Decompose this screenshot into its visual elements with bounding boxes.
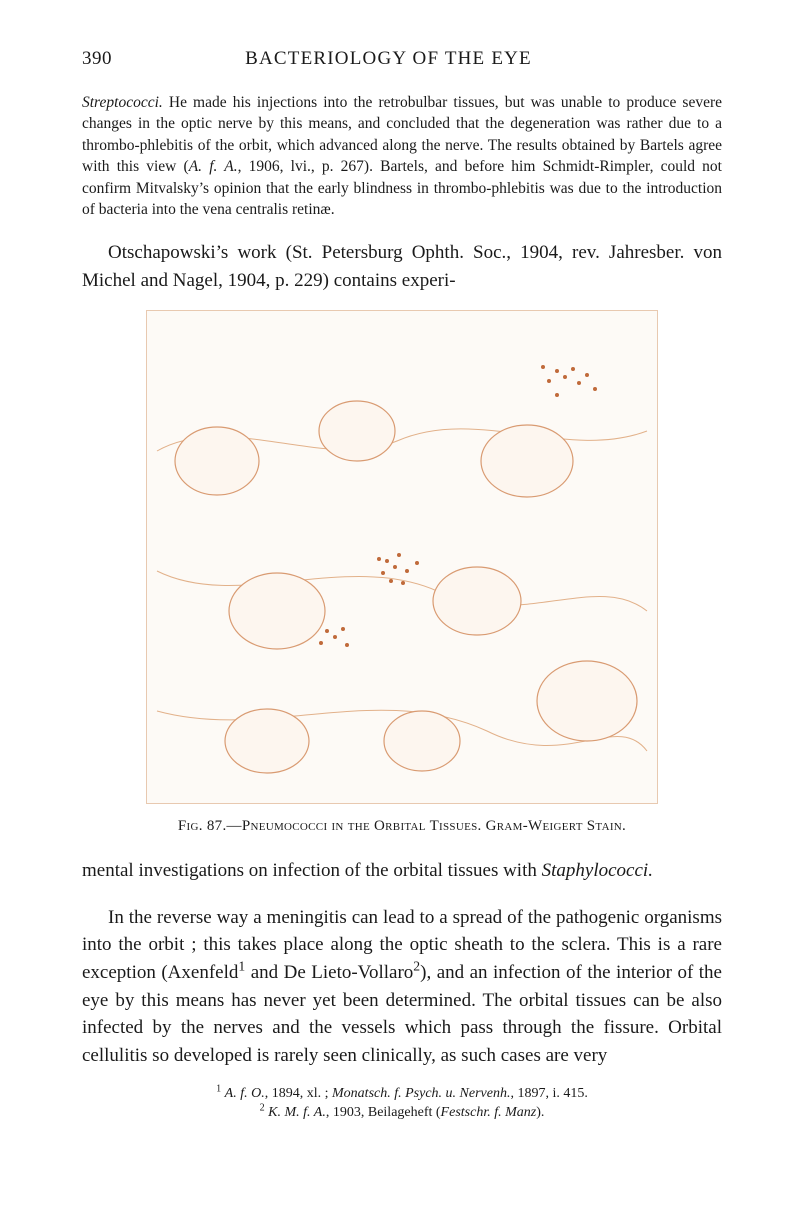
histology-illustration bbox=[147, 311, 657, 803]
figure-87-image bbox=[146, 310, 658, 804]
paragraph-streptococci: Streptococci. He made his injections int… bbox=[82, 92, 722, 220]
page-header: 390 BACTERIOLOGY OF THE EYE bbox=[82, 48, 722, 70]
page-number: 390 bbox=[82, 48, 112, 70]
page-root: 390 BACTERIOLOGY OF THE EYE Streptococci… bbox=[0, 0, 800, 1163]
paragraph-mental: mental investigations on infection of th… bbox=[82, 857, 722, 885]
figure-87: Fig. 87.—Pneumococci in the Orbital Tiss… bbox=[82, 310, 722, 835]
footnotes: 1 A. f. O., 1894, xl. ; Monatsch. f. Psy… bbox=[82, 1085, 722, 1123]
figure-87-caption: Fig. 87.—Pneumococci in the Orbital Tiss… bbox=[82, 818, 722, 835]
paragraph-reverse: In the reverse way a meningitis can lead… bbox=[82, 904, 722, 1069]
paragraph-otschapowski: Otschapowski’s work (St. Petersburg Opht… bbox=[82, 239, 722, 294]
running-title: BACTERIOLOGY OF THE EYE bbox=[245, 48, 588, 70]
footnote-2: 2 K. M. f. A., 1903, Beilageheft (Festsc… bbox=[82, 1104, 722, 1123]
footnote-1: 1 A. f. O., 1894, xl. ; Monatsch. f. Psy… bbox=[82, 1085, 722, 1104]
